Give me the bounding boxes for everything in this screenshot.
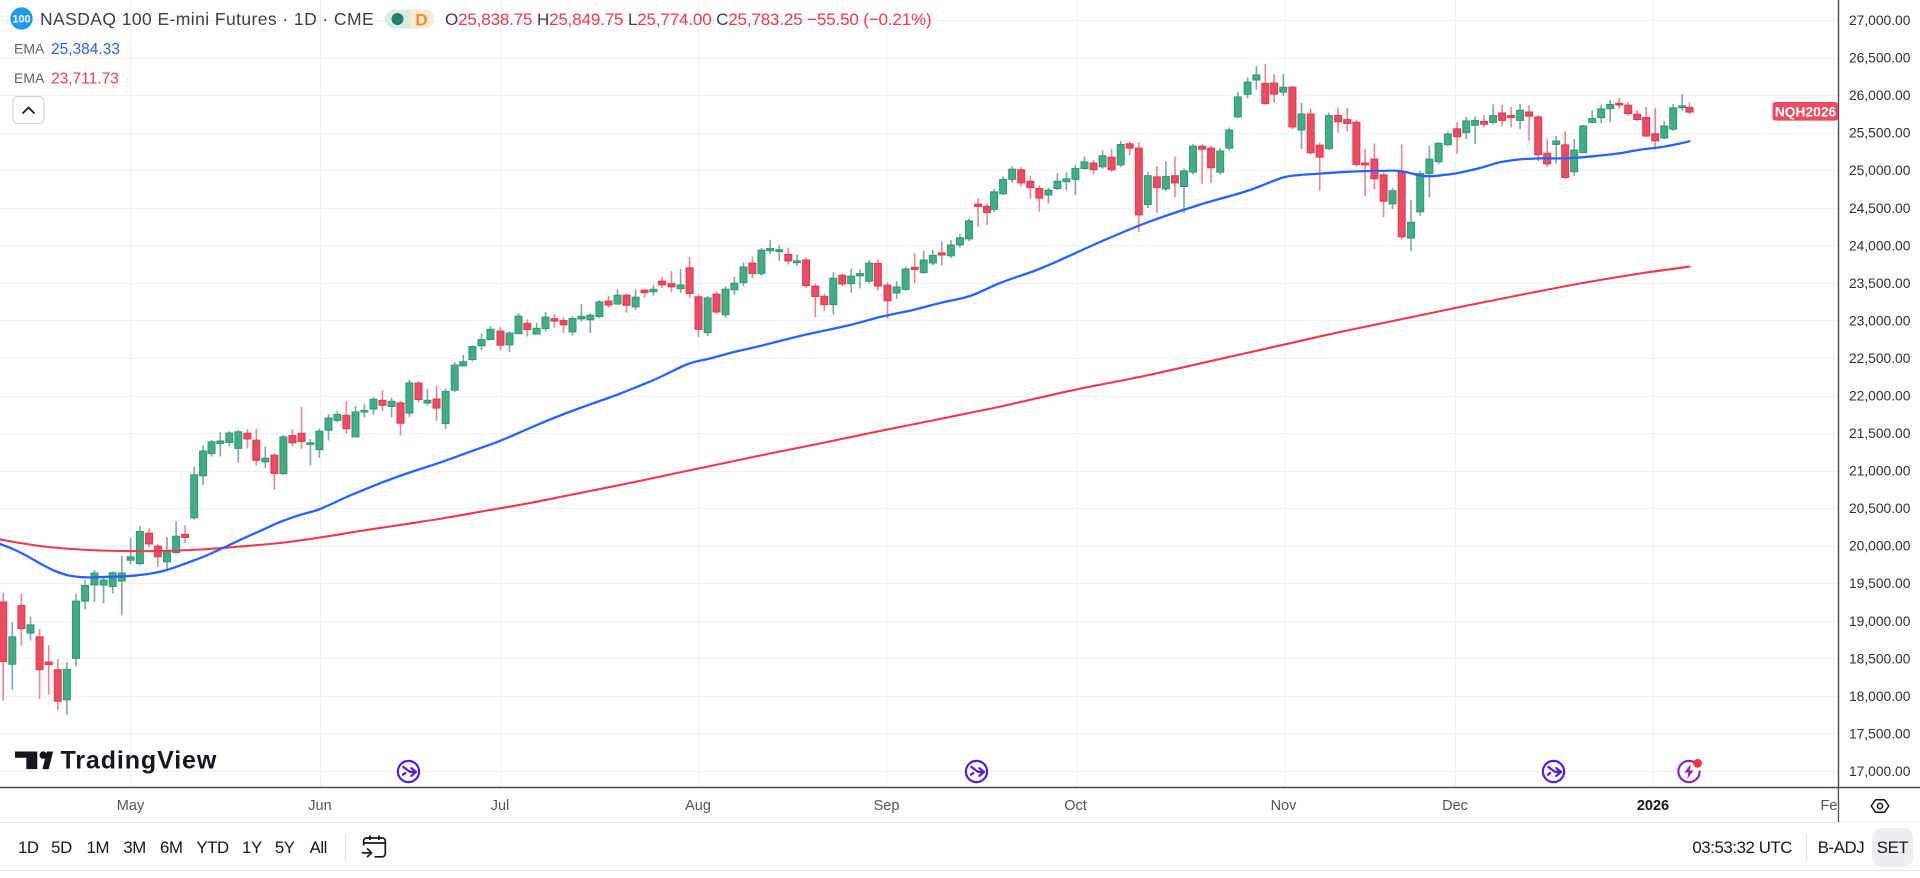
svg-text:NASDAQ 100 E-mini Futures · 1D: NASDAQ 100 E-mini Futures · 1D · CME xyxy=(40,9,374,29)
svg-text:25,384.33: 25,384.33 xyxy=(51,41,120,58)
svg-text:EMA: EMA xyxy=(14,70,45,86)
svg-text:Dec: Dec xyxy=(1442,798,1468,814)
svg-text:19,500.00: 19,500.00 xyxy=(1849,576,1911,591)
svg-text:B-ADJ: B-ADJ xyxy=(1818,838,1864,857)
svg-text:26,500.00: 26,500.00 xyxy=(1849,51,1911,66)
svg-text:NQH2026: NQH2026 xyxy=(1775,104,1837,119)
svg-text:All: All xyxy=(310,838,327,857)
svg-text:25,000.00: 25,000.00 xyxy=(1849,163,1911,178)
svg-text:20,000.00: 20,000.00 xyxy=(1849,539,1911,554)
svg-text:Aug: Aug xyxy=(685,798,711,814)
svg-text:18,000.00: 18,000.00 xyxy=(1849,689,1911,704)
svg-text:21,000.00: 21,000.00 xyxy=(1849,464,1911,479)
svg-text:1M: 1M xyxy=(87,838,110,857)
svg-text:17,000.00: 17,000.00 xyxy=(1849,764,1911,779)
svg-text:23,711.73: 23,711.73 xyxy=(51,71,119,88)
svg-text:EMA: EMA xyxy=(14,41,45,57)
svg-text:Jul: Jul xyxy=(491,798,510,814)
svg-text:24,000.00: 24,000.00 xyxy=(1849,238,1911,253)
svg-text:O25,838.75 H25,849.75 L25,774.: O25,838.75 H25,849.75 L25,774.00 C25,783… xyxy=(445,10,932,29)
svg-text:26,000.00: 26,000.00 xyxy=(1849,88,1911,103)
svg-text:22,500.00: 22,500.00 xyxy=(1849,351,1911,366)
svg-text:23,000.00: 23,000.00 xyxy=(1849,313,1911,328)
svg-text:Oct: Oct xyxy=(1064,798,1087,814)
svg-text:Nov: Nov xyxy=(1271,798,1298,814)
svg-text:YTD: YTD xyxy=(196,838,229,857)
svg-text:TradingView: TradingView xyxy=(61,747,218,775)
svg-text:22,000.00: 22,000.00 xyxy=(1849,389,1911,404)
svg-text:1D: 1D xyxy=(18,838,39,857)
svg-text:Jun: Jun xyxy=(308,798,331,814)
svg-text:03:53:32 UTC: 03:53:32 UTC xyxy=(1692,838,1792,857)
svg-text:21,500.00: 21,500.00 xyxy=(1849,426,1911,441)
svg-text:5D: 5D xyxy=(51,838,72,857)
svg-text:19,000.00: 19,000.00 xyxy=(1849,614,1911,629)
svg-text:20,500.00: 20,500.00 xyxy=(1849,501,1911,516)
svg-text:17,500.00: 17,500.00 xyxy=(1849,726,1911,741)
svg-text:24,500.00: 24,500.00 xyxy=(1849,201,1911,216)
svg-text:100: 100 xyxy=(12,14,30,26)
svg-text:May: May xyxy=(117,798,145,814)
svg-text:1Y: 1Y xyxy=(242,838,262,857)
svg-text:25,500.00: 25,500.00 xyxy=(1849,126,1911,141)
svg-text:5Y: 5Y xyxy=(275,838,295,857)
svg-text:6M: 6M xyxy=(160,838,183,857)
svg-text:2026: 2026 xyxy=(1637,798,1669,814)
svg-text:SET: SET xyxy=(1877,838,1909,857)
svg-text:18,500.00: 18,500.00 xyxy=(1849,651,1911,666)
svg-text:D: D xyxy=(415,11,427,30)
svg-text:3M: 3M xyxy=(123,838,146,857)
svg-text:Sep: Sep xyxy=(874,798,900,814)
svg-text:27,000.00: 27,000.00 xyxy=(1849,13,1911,28)
svg-text:23,500.00: 23,500.00 xyxy=(1849,276,1911,291)
